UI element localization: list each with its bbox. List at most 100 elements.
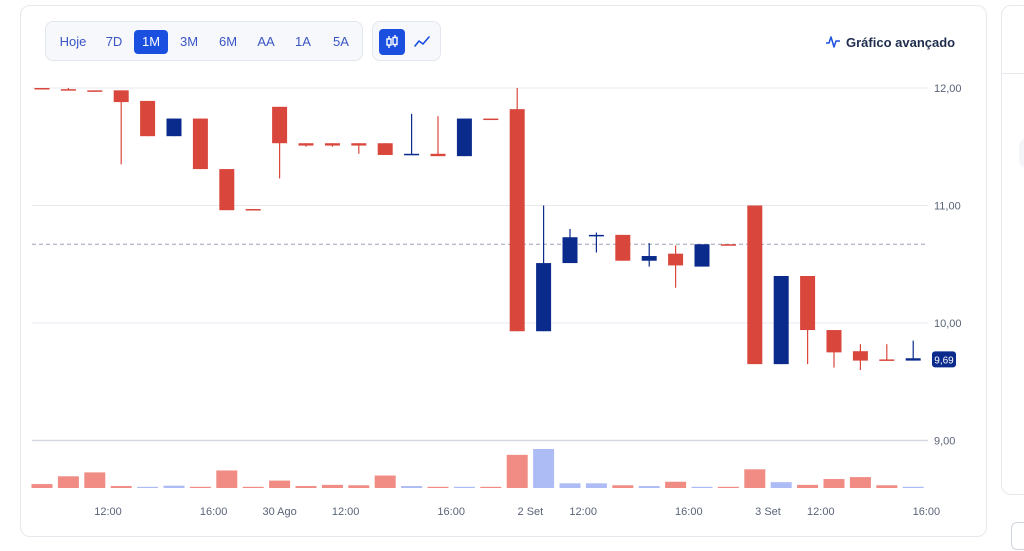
range-1a-button[interactable]: 1A [295, 34, 311, 49]
candle-body [852, 351, 868, 361]
candle-body [800, 276, 816, 331]
range-7d-button[interactable]: 7D [105, 34, 123, 49]
y-tick-label: 11,00 [934, 201, 961, 213]
range-hoje-button[interactable]: Hoje [59, 34, 87, 49]
side-panel [1001, 5, 1024, 495]
x-tick-label: 12:00 [94, 506, 122, 518]
candle-body [773, 276, 789, 365]
x-tick-label: 12:00 [807, 506, 835, 518]
side-panel-divider [1001, 73, 1024, 74]
candle-body [456, 118, 472, 157]
last-price-badge [932, 351, 956, 368]
volume-bar [163, 485, 185, 488]
candle-body [536, 263, 552, 332]
x-tick-label: 16:00 [913, 506, 941, 518]
chart-card [20, 5, 987, 537]
volume-bar [849, 477, 871, 488]
advanced-chart-link[interactable]: Gráfico avançado [826, 32, 955, 52]
range-1m-button[interactable]: 1M [134, 30, 168, 54]
candle-body [905, 358, 921, 361]
candle-body [509, 109, 525, 332]
candle-body [562, 237, 578, 264]
volume-bar [57, 476, 79, 488]
candle-body [377, 143, 393, 155]
volume-bar [876, 485, 898, 488]
range-aa-button[interactable]: AA [257, 34, 275, 49]
range-5a-button[interactable]: 5A [333, 34, 349, 49]
volume-bar [189, 486, 211, 488]
volume-bar [902, 486, 924, 488]
candlestick-icon [386, 35, 398, 48]
x-tick-label: 3 Set [755, 506, 781, 518]
candle-body [245, 209, 261, 211]
candle-body [219, 169, 235, 211]
volume-bar [31, 484, 53, 488]
y-tick-label: 12,00 [934, 83, 962, 95]
candlestick-button[interactable] [379, 29, 405, 55]
candle-body [747, 205, 763, 365]
candle-body [34, 88, 50, 90]
candle-body [430, 153, 446, 157]
line-chart-button[interactable] [409, 29, 435, 55]
volume-bar [691, 486, 713, 488]
x-tick-label: 30 Ago [262, 506, 296, 518]
volume-bar [321, 484, 343, 488]
candle-body [879, 359, 895, 361]
range-6m-button[interactable]: 6M [218, 34, 238, 49]
chart-type-selector [372, 21, 441, 61]
volume-bar [137, 486, 159, 488]
range-3m-button[interactable]: 3M [179, 34, 199, 49]
candle-body [668, 253, 684, 266]
volume-bar [480, 486, 502, 488]
candle-body [140, 100, 156, 137]
candle-body [113, 90, 129, 103]
candle-body [404, 153, 420, 156]
volume-bar [295, 486, 317, 488]
candle-body [324, 143, 340, 146]
volume-bar [559, 483, 581, 488]
side-panel-button[interactable] [1011, 522, 1024, 550]
line-chart-icon [414, 36, 430, 47]
candle-body [720, 244, 736, 246]
side-panel-tab[interactable] [1019, 138, 1024, 168]
volume-bar [797, 484, 819, 488]
volume-bar [585, 483, 607, 488]
x-tick-label: 12:00 [332, 506, 360, 518]
volume-bar [612, 485, 634, 488]
volume-bar [216, 470, 238, 488]
candle-body [272, 106, 288, 144]
x-tick-label: 16:00 [200, 506, 228, 518]
volume-bar [506, 454, 528, 488]
last-price-label: 9,69 [934, 355, 954, 366]
candle-body [694, 244, 710, 267]
range-selector: Hoje 7D 1M 3M 6M AA 1A 5A [45, 21, 363, 61]
x-tick-label: 12:00 [569, 506, 597, 518]
candle-body [615, 234, 631, 261]
volume-bar [269, 480, 291, 488]
pulse-icon [826, 36, 840, 48]
x-tick-label: 2 Set [518, 506, 544, 518]
volume-bar [717, 486, 739, 488]
volume-bar [348, 485, 370, 488]
volume-bar [665, 481, 687, 488]
volume-bar [84, 472, 106, 488]
candle-body [298, 143, 314, 146]
y-tick-label: 9,00 [934, 436, 955, 448]
candle-body [588, 234, 604, 237]
x-tick-label: 16:00 [675, 506, 703, 518]
x-tick-label: 16:00 [437, 506, 465, 518]
candle-body [166, 118, 182, 137]
volume-bar [110, 486, 132, 488]
volume-bar [638, 486, 660, 488]
candle-body [60, 89, 76, 91]
volume-bar [453, 486, 475, 488]
y-tick-label: 10,00 [934, 318, 962, 330]
candle-body [87, 90, 103, 92]
volume-bar [242, 486, 264, 488]
candle-body [483, 118, 499, 121]
volume-bar [533, 449, 555, 488]
advanced-chart-label: Gráfico avançado [846, 34, 956, 50]
candle-body [826, 330, 842, 353]
volume-bar [744, 469, 766, 488]
